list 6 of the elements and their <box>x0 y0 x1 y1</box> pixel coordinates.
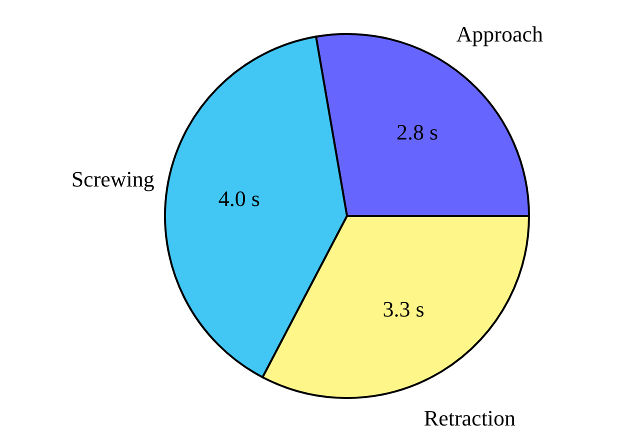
slice-label: Approach <box>456 22 544 47</box>
slice-label: Retraction <box>424 406 516 431</box>
data-label: 3.3 s <box>382 296 424 322</box>
slice-label: Screwing <box>71 166 154 192</box>
data-label: 2.8 s <box>396 119 438 144</box>
data-label: 4.0 s <box>218 186 260 212</box>
